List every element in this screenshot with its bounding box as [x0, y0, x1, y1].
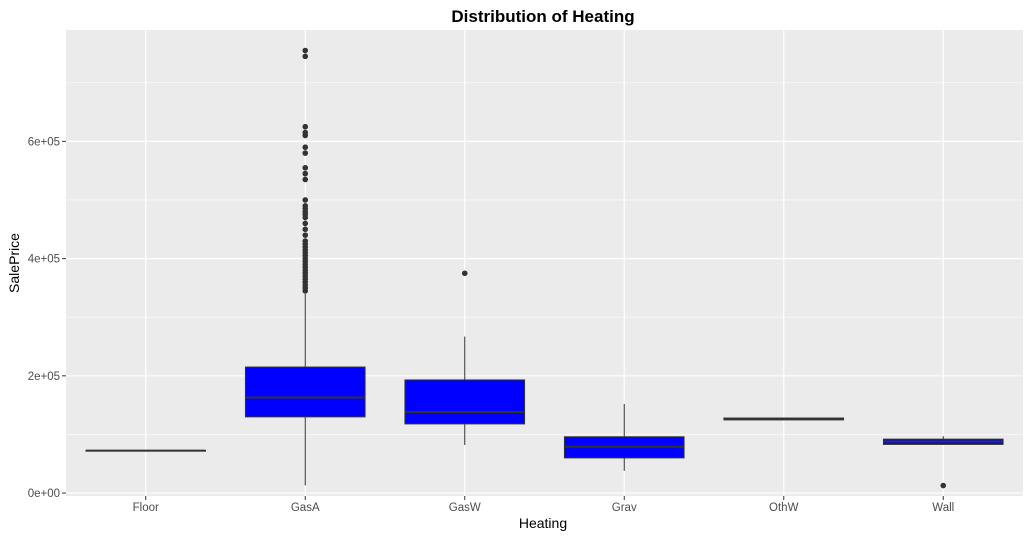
outlier-point: [302, 197, 309, 203]
box-layer: [85, 47, 1004, 489]
outlier-point: [302, 144, 309, 151]
outlier-point: [302, 129, 309, 136]
box-floor: [85, 449, 207, 452]
y-axis: 0e+00 2e+05 4e+05 6e+05: [28, 136, 66, 500]
box-othw: [723, 417, 845, 421]
x-tick-label: Wall: [932, 502, 954, 514]
x-tick-label: GasW: [449, 502, 481, 514]
y-tick-label: 4e+05: [28, 254, 60, 266]
y-tick-label: 0e+00: [28, 488, 60, 500]
x-tick-label: OthW: [769, 502, 799, 514]
box-gasw: [404, 270, 526, 446]
iqr-box: [244, 366, 366, 418]
outlier-point: [302, 176, 309, 183]
y-tick-label: 2e+05: [28, 371, 60, 383]
outlier-point: [302, 220, 309, 227]
x-tick-label: Grav: [612, 502, 637, 514]
outlier-point: [302, 53, 309, 60]
box-gasa: [244, 47, 366, 486]
y-axis-title: SalePrice: [6, 233, 22, 293]
outlier-point: [302, 164, 309, 171]
outlier-point: [940, 482, 947, 489]
outlier-point: [302, 47, 309, 54]
box-wall: [882, 436, 1004, 489]
outlier-point: [302, 238, 309, 244]
x-tick-label: Floor: [133, 502, 159, 514]
y-tick-label: 6e+05: [28, 136, 60, 148]
outlier-point: [461, 270, 468, 277]
x-axis: Floor GasA GasW Grav OthW Wall: [133, 496, 954, 514]
outlier-point: [302, 150, 309, 156]
outlier-point: [302, 203, 309, 209]
outlier-point: [302, 170, 309, 177]
outlier-point: [302, 123, 309, 130]
plot-panel: [66, 30, 1023, 496]
box-grav: [563, 403, 685, 471]
outlier-point: [302, 232, 309, 238]
chart-title: Distribution of Heating: [451, 7, 634, 26]
x-tick-label: GasA: [291, 502, 320, 514]
iqr-box: [404, 379, 526, 425]
x-axis-title: Heating: [519, 515, 567, 531]
outlier-point: [302, 226, 309, 233]
